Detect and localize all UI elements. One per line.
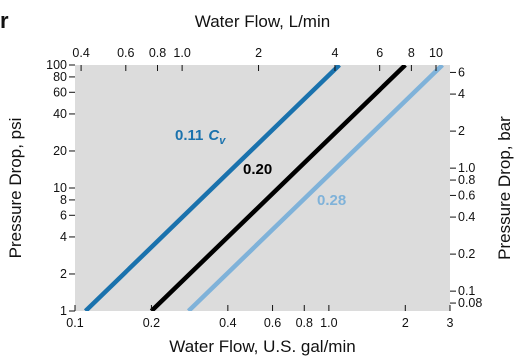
- y-left-tick-label: 40: [53, 107, 67, 121]
- y-left-tick-label: 10: [53, 181, 67, 195]
- y-left-tick-label: 20: [53, 144, 67, 158]
- y-right-tick-label: 0.8: [458, 173, 475, 187]
- series-line-0-11: [83, 65, 341, 311]
- y-left-tick-label: 100: [46, 58, 67, 72]
- y-right-tick-label: 0.1: [458, 284, 475, 298]
- x-top-tick-label: 0.8: [149, 46, 166, 60]
- x-top-tick-label: 0.6: [117, 46, 134, 60]
- series-layer: [83, 65, 444, 311]
- y-left-axis-title: Pressure Drop, psi: [6, 118, 25, 259]
- y-left-tick-label: 1: [60, 304, 67, 318]
- x-bottom-tick-label: 2: [402, 316, 409, 330]
- y-left-tick-label: 80: [53, 70, 67, 84]
- x-bottom-tick-label: 0.4: [219, 316, 236, 330]
- y-right-tick-label: 0.08: [458, 296, 482, 310]
- y-right-tick-label: 1.0: [458, 161, 475, 175]
- y-left-tick-label: 2: [60, 267, 67, 281]
- series-label-0-11: 0.11 Cv: [175, 127, 226, 147]
- x-top-tick-label: 8: [408, 46, 415, 60]
- y-left-tick-label: 6: [60, 208, 67, 222]
- x-bottom-tick-label: 0.2: [143, 316, 160, 330]
- plot-background: [75, 65, 450, 311]
- x-bottom-axis-title: Water Flow, U.S. gal/min: [169, 337, 355, 356]
- y-left-tick-label: 60: [53, 85, 67, 99]
- x-top-tick-label: 6: [376, 46, 383, 60]
- y-right-tick-label: 0.6: [458, 188, 475, 202]
- x-top-axis-title: Water Flow, L/min: [195, 12, 330, 31]
- series-label-0-20: 0.20: [243, 161, 272, 178]
- y-right-tick-label: 0.2: [458, 247, 475, 261]
- y-left-tick-label: 4: [60, 230, 67, 244]
- series-line-0-28: [186, 65, 444, 311]
- x-top-tick-label: 1.0: [173, 46, 190, 60]
- y-right-tick-label: 0.4: [458, 210, 475, 224]
- x-bottom-tick-label: 0.1: [66, 316, 83, 330]
- x-top-tick-label: 4: [331, 46, 338, 60]
- series-line-0-20: [149, 65, 407, 311]
- labels-layer: 0.11 Cv 0.20 0.28: [175, 127, 346, 209]
- x-bottom-tick-label: 1.0: [320, 316, 337, 330]
- series-label-0-28: 0.28: [317, 192, 346, 209]
- y-right-tick-label: 6: [458, 65, 465, 79]
- corner-label: r: [0, 8, 9, 33]
- x-top-tick-label: 2: [255, 46, 262, 60]
- x-bottom-tick-label: 0.6: [264, 316, 281, 330]
- x-bottom-tick-label: 3: [447, 316, 454, 330]
- axes-layer: 0.1 0.2 0.4 0.6 0.8 1.0 2 30.4 0.6 0.8 1.0 2 4 6 8 1012…: [46, 46, 482, 330]
- x-bottom-tick-label: 0.8: [296, 316, 313, 330]
- x-top-tick-label: 10: [429, 46, 443, 60]
- y-right-axis-title: Pressure Drop, bar: [495, 116, 514, 260]
- y-right-tick-label: 4: [458, 87, 465, 101]
- y-left-tick-label: 8: [60, 193, 67, 207]
- y-right-tick-label: 2: [458, 124, 465, 138]
- x-top-tick-label: 0.4: [72, 46, 89, 60]
